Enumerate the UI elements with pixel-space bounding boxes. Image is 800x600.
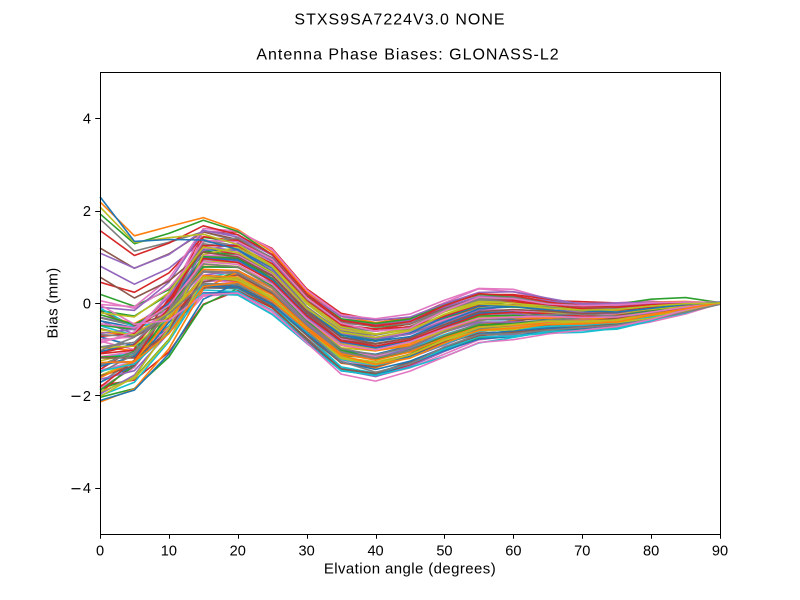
svg-text:60: 60	[505, 544, 521, 560]
svg-text:2: 2	[83, 389, 91, 405]
svg-text:50: 50	[436, 544, 452, 560]
svg-text:4: 4	[83, 112, 91, 128]
svg-text:2: 2	[83, 204, 91, 220]
svg-text:90: 90	[712, 544, 728, 560]
svg-text:70: 70	[574, 544, 590, 560]
svg-text:40: 40	[367, 544, 383, 560]
svg-text:Elvation angle (degrees): Elvation angle (degrees)	[324, 561, 496, 578]
svg-text:30: 30	[299, 544, 315, 560]
svg-text:STXS9SA7224V3.0 NONE: STXS9SA7224V3.0 NONE	[294, 12, 505, 29]
svg-text:80: 80	[643, 544, 659, 560]
svg-text:Bias (mm): Bias (mm)	[45, 267, 62, 338]
svg-text:10: 10	[161, 544, 177, 560]
svg-text:Antenna Phase Biases: GLONASS-: Antenna Phase Biases: GLONASS-L2	[256, 47, 559, 64]
svg-text:0: 0	[83, 296, 91, 312]
svg-text:20: 20	[230, 544, 246, 560]
svg-text:4: 4	[83, 481, 91, 497]
svg-text:0: 0	[96, 544, 104, 560]
